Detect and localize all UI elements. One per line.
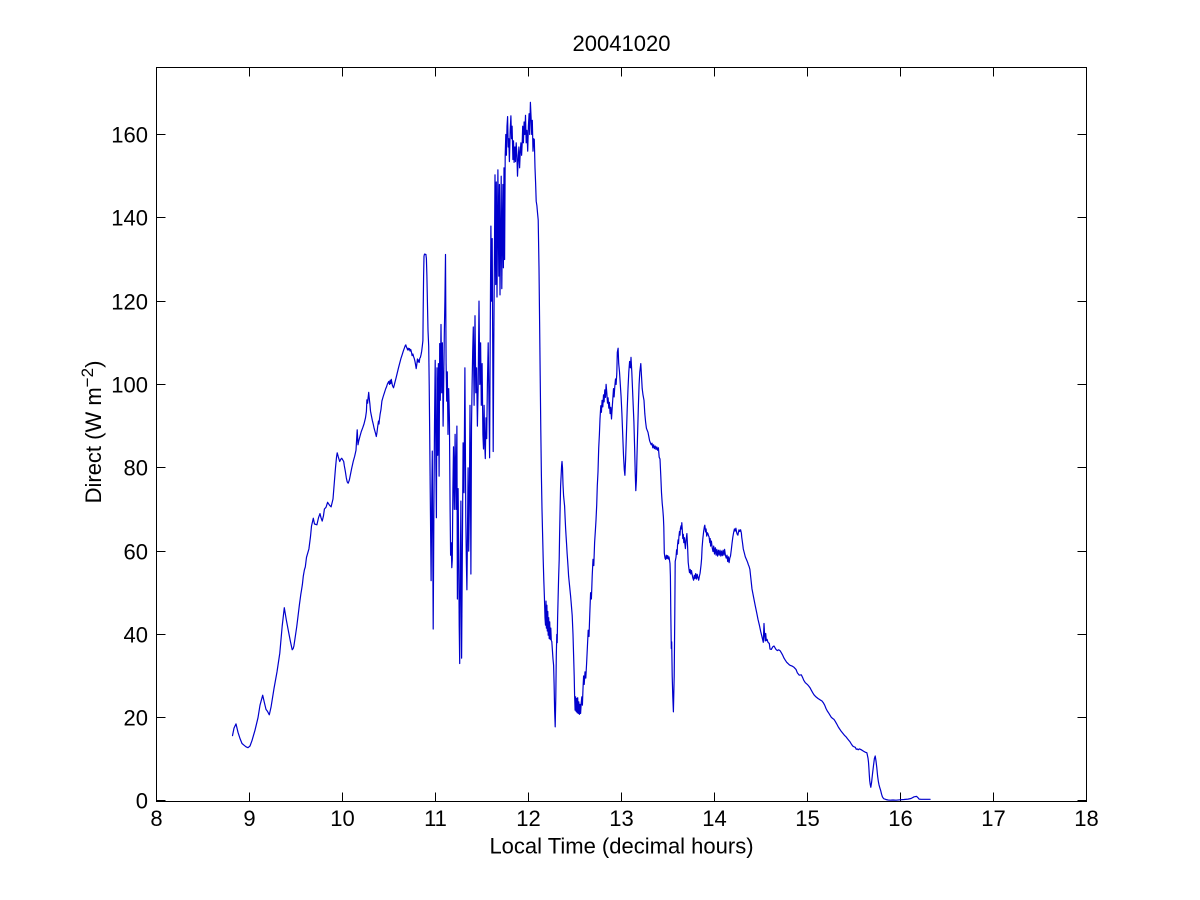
svg-text:100: 100 [111, 373, 148, 398]
svg-text:10: 10 [330, 806, 354, 831]
svg-text:Local Time (decimal hours): Local Time (decimal hours) [489, 834, 753, 859]
svg-text:Direct (W m−2): Direct (W m−2) [78, 361, 106, 504]
svg-text:17: 17 [981, 806, 1005, 831]
svg-text:80: 80 [124, 456, 148, 481]
svg-text:120: 120 [111, 290, 148, 315]
svg-text:0: 0 [136, 789, 148, 814]
svg-text:20041020: 20041020 [573, 31, 671, 56]
svg-text:18: 18 [1074, 806, 1098, 831]
svg-text:13: 13 [609, 806, 633, 831]
svg-text:12: 12 [516, 806, 540, 831]
svg-text:60: 60 [124, 540, 148, 565]
svg-text:40: 40 [124, 623, 148, 648]
svg-text:15: 15 [795, 806, 819, 831]
svg-text:9: 9 [243, 806, 255, 831]
svg-text:140: 140 [111, 206, 148, 231]
svg-text:11: 11 [424, 806, 447, 831]
svg-text:160: 160 [111, 123, 148, 148]
svg-text:8: 8 [150, 806, 162, 831]
svg-text:16: 16 [888, 806, 912, 831]
svg-text:14: 14 [702, 806, 726, 831]
svg-text:20: 20 [124, 706, 148, 731]
